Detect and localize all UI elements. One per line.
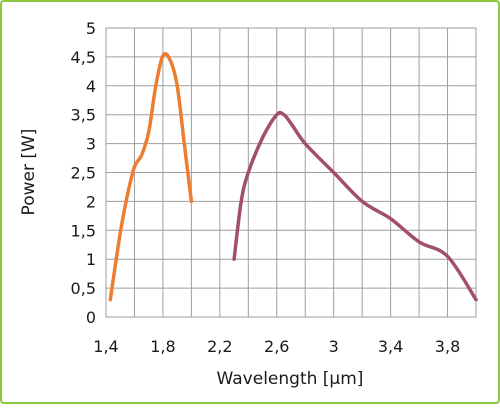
x-tick-label: 2,2 bbox=[207, 337, 232, 356]
y-tick-label: 4 bbox=[86, 77, 96, 96]
y-tick-label: 0 bbox=[86, 308, 96, 327]
x-tick-label: 2,6 bbox=[264, 337, 289, 356]
plot-area bbox=[105, 27, 477, 318]
x-tick-label: 1,8 bbox=[150, 337, 175, 356]
y-tick-label: 1,5 bbox=[71, 221, 96, 240]
x-tick-label: 3 bbox=[329, 337, 339, 356]
y-tick-label: 1 bbox=[86, 250, 96, 269]
y-tick-label: 2 bbox=[86, 192, 96, 211]
x-axis-title: Wavelength [µm] bbox=[217, 369, 364, 389]
y-tick-label: 3,5 bbox=[71, 106, 96, 125]
x-tick-labels: 1,4 1,8 2,2 2,6 3 3,4 3,8 bbox=[93, 337, 460, 356]
x-tick-label: 1,4 bbox=[93, 337, 118, 356]
series-line-2 bbox=[232, 110, 478, 302]
y-tick-label: 4,5 bbox=[71, 48, 96, 67]
x-tick-label: 3,4 bbox=[378, 337, 403, 356]
y-tick-label: 5 bbox=[86, 19, 96, 38]
grid bbox=[105, 27, 477, 318]
series-lines bbox=[108, 52, 478, 302]
series-line-1 bbox=[108, 52, 194, 302]
y-tick-label: 3 bbox=[86, 135, 96, 154]
y-tick-labels: 0 0,5 1 1,5 2 2,5 3 3,5 4 4,5 5 bbox=[71, 19, 96, 327]
y-axis-title: Power [W] bbox=[19, 129, 39, 216]
y-tick-label: 2,5 bbox=[71, 164, 96, 183]
x-tick-label: 3,8 bbox=[435, 337, 460, 356]
y-tick-label: 0,5 bbox=[71, 279, 96, 298]
